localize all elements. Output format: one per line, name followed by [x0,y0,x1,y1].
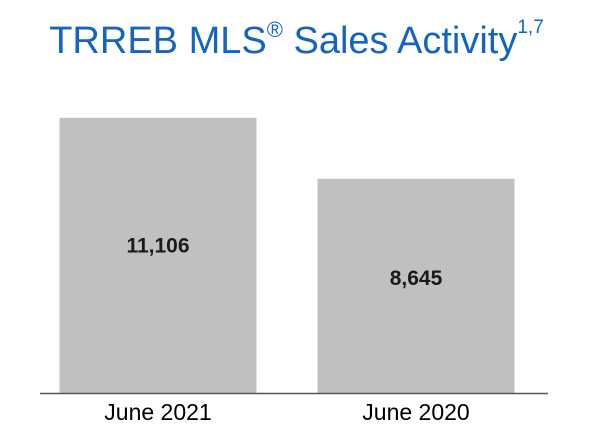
registered-mark: ® [266,17,283,42]
x-tick-label: June 2020 [362,399,469,425]
bar-value-label: 8,645 [390,267,443,290]
bar [59,117,257,393]
title-superscript: 1,7 [517,17,544,38]
chart-title: TRREB MLS® Sales Activity1,7 [0,18,593,64]
title-main: TRREB MLS [49,20,267,62]
x-tick-label: June 2021 [104,399,211,425]
bar [317,178,515,393]
title-rest: Sales Activity [282,20,518,62]
bar-value-label: 11,106 [126,235,189,258]
